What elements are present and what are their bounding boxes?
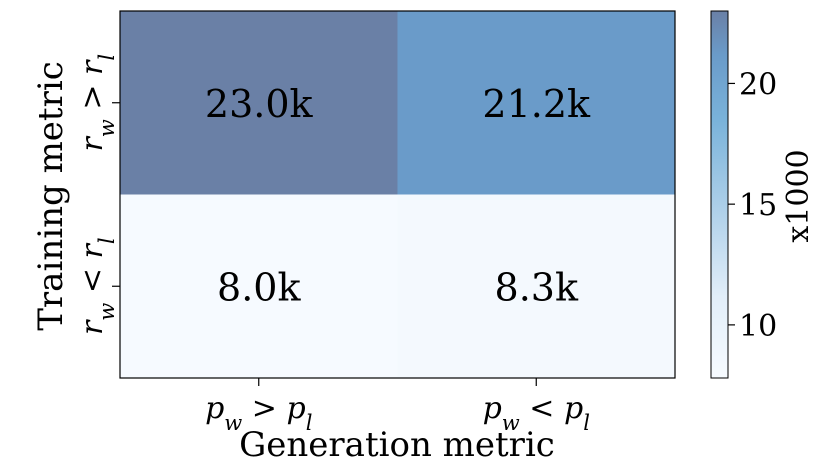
heatmap-cell <box>397 194 675 378</box>
heatmap-cell-labels: 23.0k 21.2k 8.0k 8.3k <box>205 82 591 310</box>
heatmap-cell-label: 8.3k <box>495 265 579 309</box>
colorbar-tick-label: 20 <box>739 67 777 102</box>
plot-frame <box>119 10 676 379</box>
y-axis-ticks: rw > rl rw < rl <box>75 54 120 335</box>
x-tick-label: pw > pl <box>205 391 312 435</box>
x-axis-title: Generation metric <box>239 425 555 465</box>
colorbar-tick-label: 10 <box>739 309 777 344</box>
heatmap-cell <box>120 194 398 378</box>
x-axis-ticks: pw > pl pw < pl <box>205 378 590 435</box>
heatmap-cell-label: 23.0k <box>205 82 314 126</box>
colorbar <box>710 10 729 379</box>
heatmap-cell <box>120 11 398 195</box>
heatmap-cell-label: 8.0k <box>217 265 301 309</box>
heatmap-cells <box>120 11 675 378</box>
x-tick-label: pw < pl <box>483 391 590 435</box>
y-tick-label: rw > rl <box>75 54 119 152</box>
colorbar-ticks: 10 15 20 <box>728 67 777 344</box>
colorbar-label: x1000 <box>781 149 816 242</box>
y-axis-title: Training metric <box>31 61 71 331</box>
y-tick-label: rw < rl <box>75 237 119 335</box>
heatmap-cell <box>397 11 675 195</box>
heatmap-cell-label: 21.2k <box>482 82 591 126</box>
colorbar-tick-label: 15 <box>739 188 777 223</box>
